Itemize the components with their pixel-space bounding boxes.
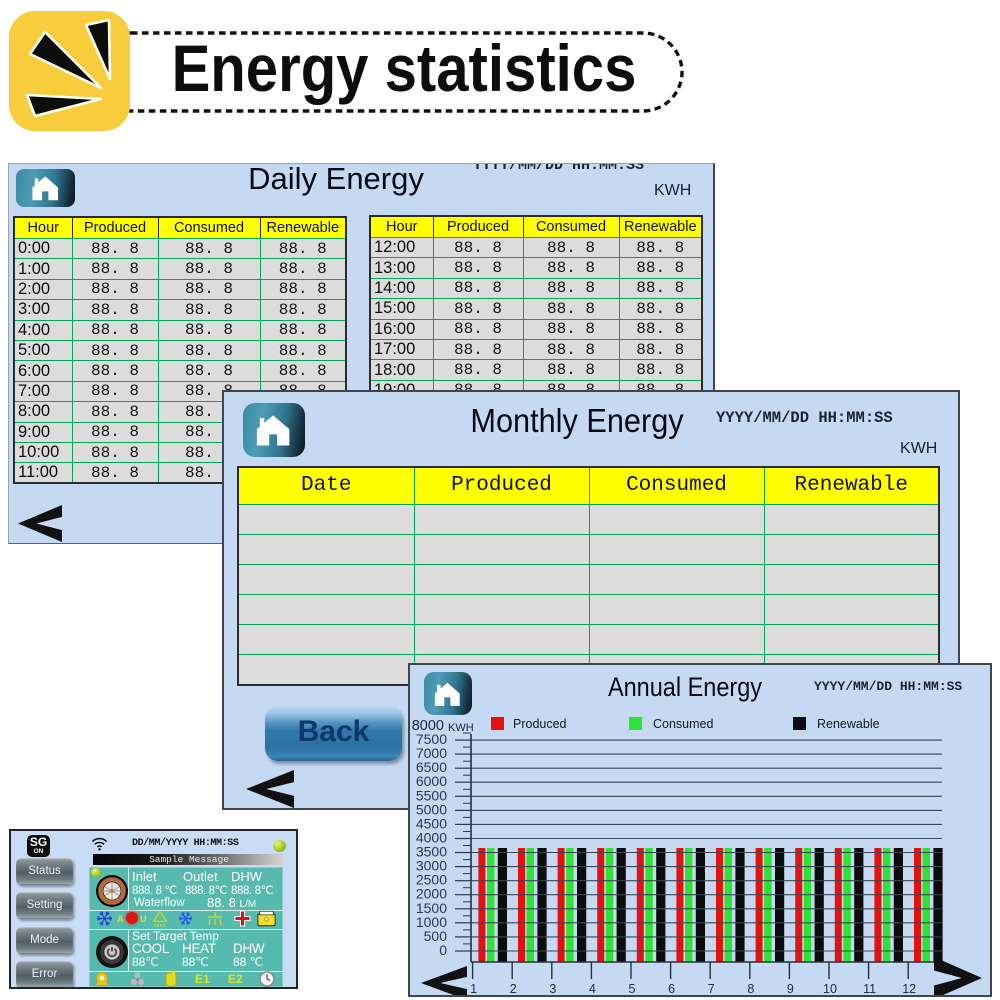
svg-text:5000: 5000 bbox=[416, 801, 447, 817]
svg-text:KWH: KWH bbox=[448, 722, 474, 734]
svg-text:6000: 6000 bbox=[416, 773, 447, 789]
svg-text:11: 11 bbox=[863, 982, 876, 995]
svg-text:3: 3 bbox=[549, 982, 556, 995]
svg-text:2000: 2000 bbox=[416, 886, 447, 902]
svg-text:12: 12 bbox=[902, 982, 916, 995]
svg-text:6: 6 bbox=[668, 982, 675, 995]
svg-text:1500: 1500 bbox=[416, 900, 447, 916]
svg-text:3000: 3000 bbox=[416, 858, 447, 874]
svg-text:3500: 3500 bbox=[416, 844, 447, 860]
svg-text:500: 500 bbox=[424, 928, 448, 944]
svg-text:6500: 6500 bbox=[416, 759, 447, 775]
svg-text:1: 1 bbox=[470, 982, 477, 995]
svg-text:9: 9 bbox=[787, 982, 794, 995]
svg-text:7000: 7000 bbox=[416, 745, 447, 761]
svg-text:2: 2 bbox=[510, 982, 517, 995]
svg-text:10: 10 bbox=[823, 982, 837, 995]
svg-text:7500: 7500 bbox=[416, 731, 447, 747]
svg-text:4500: 4500 bbox=[416, 815, 447, 831]
svg-text:7: 7 bbox=[708, 982, 715, 995]
svg-text:4000: 4000 bbox=[416, 830, 447, 846]
svg-text:0: 0 bbox=[439, 942, 447, 958]
svg-text:5500: 5500 bbox=[416, 787, 447, 803]
svg-text:8000: 8000 bbox=[412, 718, 444, 734]
svg-text:5: 5 bbox=[629, 982, 636, 995]
svg-text:2500: 2500 bbox=[416, 872, 447, 888]
svg-text:4: 4 bbox=[589, 982, 596, 995]
svg-text:8: 8 bbox=[747, 982, 754, 995]
svg-text:1000: 1000 bbox=[416, 914, 447, 930]
